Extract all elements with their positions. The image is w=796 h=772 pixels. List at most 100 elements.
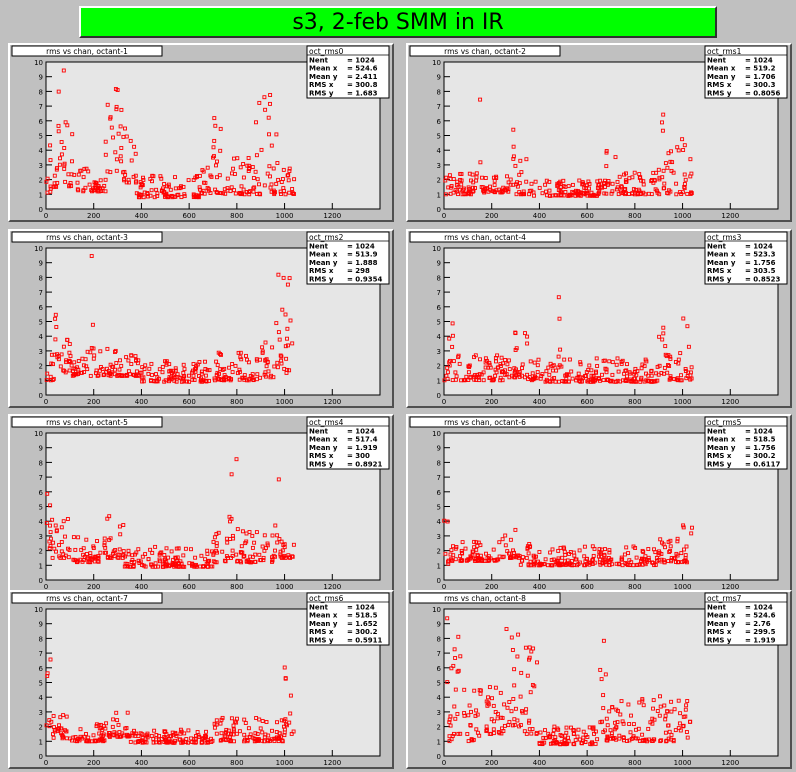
data-point — [453, 370, 458, 375]
data-point — [688, 373, 693, 378]
data-point — [497, 540, 502, 545]
data-point — [599, 677, 604, 682]
data-point — [166, 184, 171, 189]
data-point — [474, 727, 479, 732]
data-point — [604, 716, 609, 721]
data-point — [565, 558, 570, 563]
data-point — [454, 545, 459, 549]
data-point — [218, 367, 223, 372]
data-point — [67, 342, 72, 346]
data-point — [280, 548, 285, 553]
data-point — [224, 727, 229, 732]
data-point — [155, 375, 160, 380]
data-point — [641, 550, 646, 554]
data-point — [274, 132, 279, 137]
stats-value: = 300.2 — [745, 452, 776, 460]
pad-octant-2[interactable]: 0 1 2 3 4 5 6 7 8 9 10 0 200 400 600 800 1000 1200 rms vs … — [406, 43, 792, 222]
x-tick-label: 400 — [135, 759, 148, 767]
data-point — [141, 175, 145, 180]
data-point — [576, 727, 581, 732]
data-point — [181, 378, 186, 383]
data-point — [283, 344, 288, 349]
data-point — [559, 734, 564, 738]
data-point — [447, 739, 452, 744]
data-point — [282, 727, 287, 732]
data-point — [115, 88, 120, 92]
data-point — [442, 378, 447, 383]
data-point — [290, 341, 295, 346]
data-point — [159, 176, 164, 181]
data-point — [465, 732, 470, 736]
data-point — [532, 684, 537, 689]
data-point — [610, 736, 615, 741]
data-point — [543, 379, 548, 384]
data-point — [547, 179, 552, 184]
data-point — [646, 547, 651, 551]
data-point — [196, 193, 201, 198]
x-tick-label: 600 — [580, 212, 593, 220]
data-point — [654, 170, 659, 175]
pad-octant-4[interactable]: 0 1 2 3 4 5 6 7 8 9 10 0 200 400 600 800 1000 1200 rms vs … — [406, 229, 792, 408]
data-point — [532, 375, 537, 380]
data-point — [520, 373, 524, 378]
data-point — [252, 540, 257, 545]
data-point — [562, 549, 567, 554]
data-point — [282, 665, 287, 670]
data-point — [563, 379, 568, 384]
data-point — [568, 550, 573, 554]
data-point — [249, 560, 254, 565]
x-tick-label: 600 — [580, 583, 593, 591]
data-point — [637, 700, 642, 705]
data-point — [65, 517, 70, 521]
data-point — [154, 187, 159, 192]
pad-octant-3[interactable]: 0 1 2 3 4 5 6 7 8 9 10 0 200 400 600 800 1000 1200 rms vs … — [8, 229, 394, 408]
data-point — [149, 733, 154, 738]
x-tick-label: 600 — [182, 583, 195, 591]
data-point — [119, 146, 124, 150]
pad-octant-8[interactable]: 0 1 2 3 4 5 6 7 8 9 10 0 200 400 600 800 1000 1200 rms vs … — [406, 590, 792, 769]
data-point — [98, 178, 103, 183]
data-point — [54, 325, 59, 329]
data-point — [108, 362, 113, 367]
data-point — [641, 703, 646, 708]
data-point — [679, 378, 684, 383]
data-point — [592, 193, 597, 198]
data-point — [289, 731, 294, 736]
data-point — [160, 364, 165, 369]
data-point — [238, 191, 243, 196]
data-point — [250, 545, 255, 550]
data-point — [657, 363, 662, 368]
stats-label: RMS x — [707, 452, 732, 460]
data-point — [626, 551, 631, 556]
data-point — [274, 735, 279, 740]
x-tick-label: 400 — [135, 398, 148, 406]
data-point — [221, 737, 225, 742]
data-point — [53, 523, 58, 528]
data-point — [642, 379, 647, 384]
data-point — [500, 378, 505, 383]
data-point — [169, 193, 174, 198]
data-point — [234, 720, 239, 725]
y-tick-label: 2 — [39, 724, 43, 732]
data-point — [458, 554, 463, 559]
data-point — [130, 553, 135, 558]
data-point — [652, 177, 657, 182]
data-point — [45, 190, 50, 195]
data-point — [497, 187, 502, 192]
stats-label: Nent — [707, 428, 727, 436]
pad-octant-1[interactable]: 0 1 2 3 4 5 6 7 8 9 10 0 200 400 600 800 1000 1200 rms vs … — [8, 43, 394, 222]
data-point — [199, 369, 204, 374]
pad-octant-7[interactable]: 0 1 2 3 4 5 6 7 8 9 10 0 200 400 600 800 1000 1200 rms vs … — [8, 590, 394, 769]
data-point — [668, 374, 673, 379]
data-point — [238, 350, 243, 355]
y-tick-label: 0 — [39, 753, 43, 761]
data-point — [500, 716, 505, 720]
data-point — [53, 312, 58, 317]
data-point — [495, 711, 500, 716]
data-point — [526, 551, 531, 556]
y-tick-label: 1 — [39, 562, 43, 570]
pad-octant-6[interactable]: 0 1 2 3 4 5 6 7 8 9 10 0 200 400 600 800 1000 1200 rms vs … — [406, 414, 792, 593]
data-point — [525, 544, 530, 549]
y-tick-label: 0 — [437, 577, 441, 585]
pad-octant-5[interactable]: 0 1 2 3 4 5 6 7 8 9 10 0 200 400 600 800 1000 1200 rms vs … — [8, 414, 394, 593]
